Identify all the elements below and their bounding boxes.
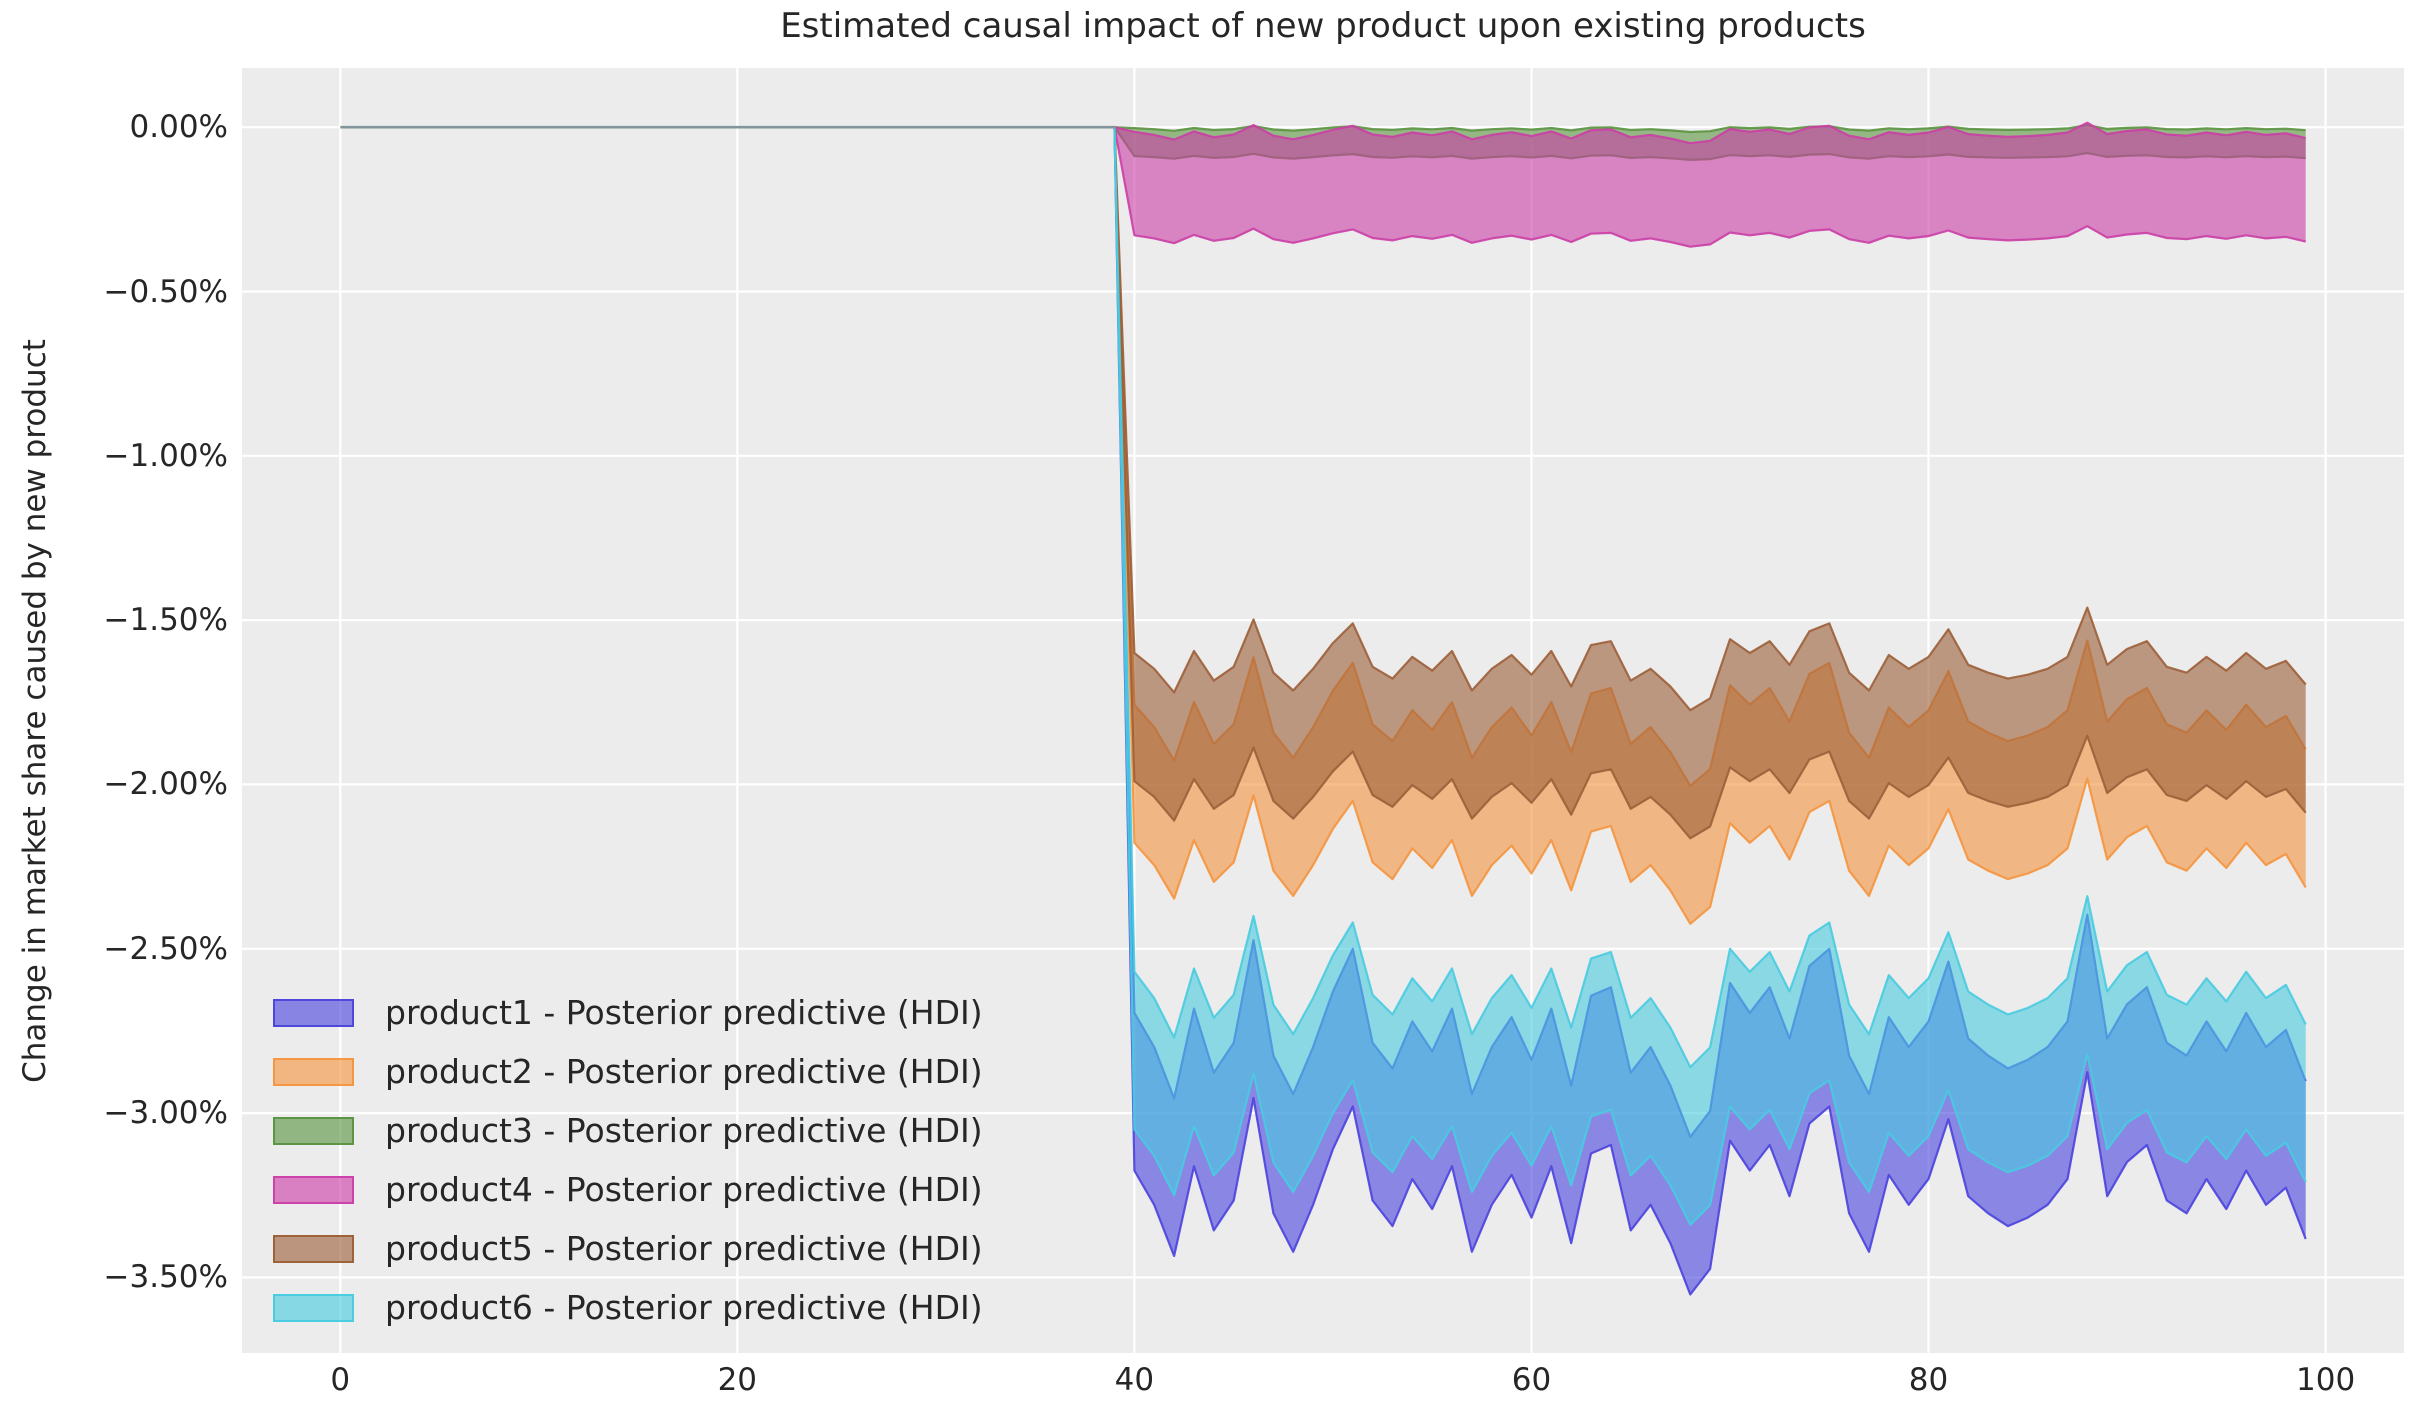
legend-label-product1: product1 - Posterior predictive (HDI) bbox=[385, 993, 983, 1032]
legend-item-product2: product2 - Posterior predictive (HDI) bbox=[273, 1042, 983, 1101]
x-tick-label-80: 80 bbox=[1908, 1362, 1949, 1398]
y-tick-label--3.5: −3.50% bbox=[103, 1259, 228, 1296]
y-tick-label--2.5: −2.50% bbox=[103, 930, 228, 967]
band-bottom-edge-product6 bbox=[1113, 127, 2307, 1226]
y-tick-label--2: −2.00% bbox=[103, 766, 228, 803]
band-top-edge-product5 bbox=[1113, 127, 2307, 712]
legend-swatch-product6 bbox=[273, 1293, 354, 1322]
chart-title: Estimated causal impact of new product u… bbox=[780, 6, 1866, 46]
y-axis-label: Change in market share caused by new pro… bbox=[17, 338, 53, 1083]
band-product5 bbox=[1114, 127, 2306, 839]
band-top-edge-product4 bbox=[1114, 121, 2306, 145]
y-tick-label--3: −3.00% bbox=[103, 1095, 228, 1132]
band-bottom-edge-product4 bbox=[1113, 127, 2306, 248]
band-top-edge-product6 bbox=[1113, 127, 2307, 1069]
x-tick-label-100: 100 bbox=[2296, 1362, 2356, 1398]
legend-label-product4: product4 - Posterior predictive (HDI) bbox=[385, 1170, 983, 1209]
y-tick-label-0: 0.00% bbox=[129, 109, 228, 146]
x-tick-label-40: 40 bbox=[1114, 1362, 1155, 1398]
legend-swatch-product4 bbox=[273, 1175, 354, 1204]
legend-swatch-product1 bbox=[273, 998, 354, 1027]
band-product1 bbox=[1114, 127, 2306, 1295]
band-bottom-edge-product5 bbox=[1113, 127, 2307, 840]
band-bottom-edge-product1 bbox=[1113, 127, 2307, 1296]
legend-swatch-product2 bbox=[273, 1057, 354, 1086]
hdi-bands bbox=[1113, 121, 2307, 1296]
legend-item-product6: product6 - Posterior predictive (HDI) bbox=[273, 1278, 983, 1337]
y-tick-label--1.5: −1.50% bbox=[103, 602, 228, 639]
band-bottom-edge-product2 bbox=[1113, 127, 2307, 925]
y-tick-label--0.5: −0.50% bbox=[103, 273, 228, 310]
x-tick-label-20: 20 bbox=[717, 1362, 758, 1398]
legend-item-product1: product1 - Posterior predictive (HDI) bbox=[273, 983, 983, 1042]
legend-label-product6: product6 - Posterior predictive (HDI) bbox=[385, 1288, 983, 1327]
band-product4 bbox=[1114, 122, 2306, 247]
legend-item-product3: product3 - Posterior predictive (HDI) bbox=[273, 1101, 983, 1160]
x-tick-label-0: 0 bbox=[330, 1362, 351, 1398]
legend-item-product4: product4 - Posterior predictive (HDI) bbox=[273, 1160, 983, 1219]
y-tick-label--1: −1.00% bbox=[103, 437, 228, 474]
legend: product1 - Posterior predictive (HDI) pro… bbox=[273, 983, 983, 1337]
legend-swatch-product3 bbox=[273, 1116, 354, 1145]
legend-label-product5: product5 - Posterior predictive (HDI) bbox=[385, 1229, 983, 1268]
legend-label-product3: product3 - Posterior predictive (HDI) bbox=[385, 1111, 983, 1150]
legend-item-product5: product5 - Posterior predictive (HDI) bbox=[273, 1219, 983, 1278]
legend-swatch-product5 bbox=[273, 1234, 354, 1263]
legend-label-product2: product2 - Posterior predictive (HDI) bbox=[385, 1052, 983, 1091]
band-top-edge-product3 bbox=[1114, 123, 2306, 134]
x-tick-label-60: 60 bbox=[1511, 1362, 1552, 1398]
band-product6 bbox=[1114, 127, 2306, 1225]
